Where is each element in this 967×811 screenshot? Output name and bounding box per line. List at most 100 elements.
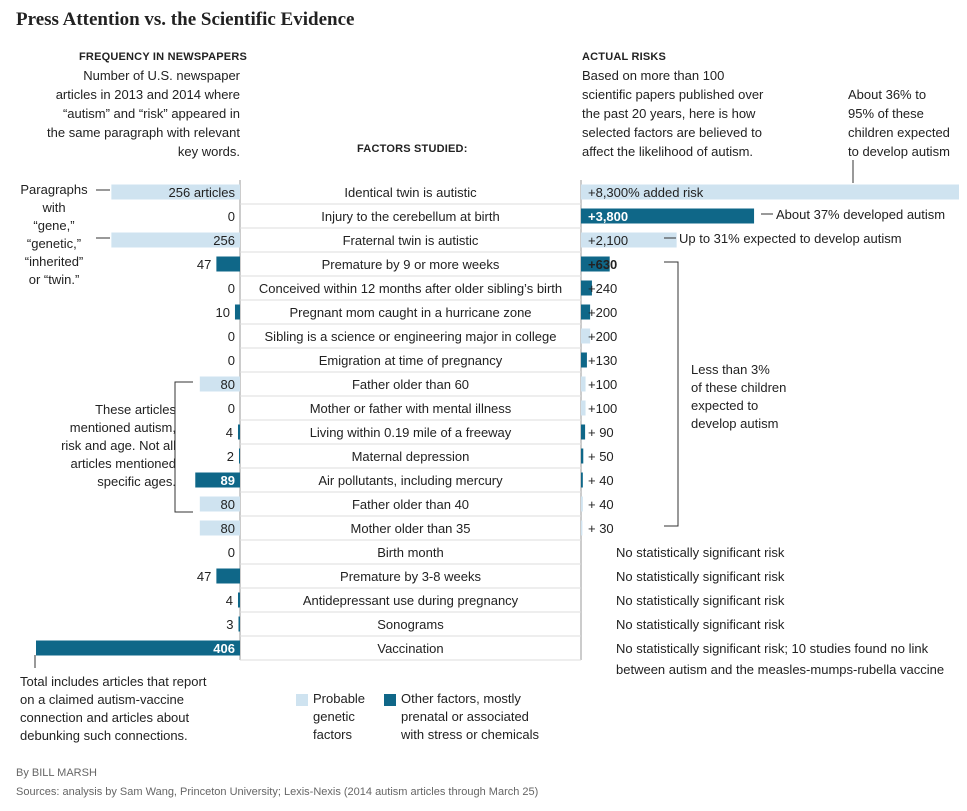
article-bar (216, 256, 240, 272)
cerebellum-note: About 37% developed autism (776, 207, 945, 222)
note-line: articles mentioned (70, 456, 177, 471)
article-bar (234, 304, 240, 320)
less-than-3-bracket (664, 261, 679, 527)
factor-label: Air pollutants, including mercury (318, 473, 503, 488)
risk-bar (581, 328, 591, 344)
legend-other-label: Other factors, mostly prenatal or associ… (401, 690, 539, 744)
vaccine-total-note: Total includes articles that report on a… (20, 673, 260, 745)
article-value-label: 4 (226, 425, 233, 440)
note-line: to develop autism (848, 144, 950, 159)
risk-bar (581, 280, 592, 296)
risk-bar (581, 304, 591, 320)
factor-label: Father older than 60 (352, 377, 469, 392)
article-value-label: 0 (228, 281, 235, 296)
right-desc-line: scientific papers published over (582, 87, 764, 102)
right-desc-line: affect the likelihood of autism. (582, 144, 754, 159)
risk-value-label: +200 (588, 329, 617, 344)
article-value-label: 406 (213, 641, 235, 656)
sources: Sources: analysis by Sam Wang, Princeton… (16, 786, 539, 798)
factor-label: Mother older than 35 (351, 521, 471, 536)
article-value-label: 2 (227, 449, 234, 464)
factor-label: Father older than 40 (352, 497, 469, 512)
risk-bar (581, 208, 755, 224)
legend-line: Probable (313, 691, 366, 706)
note-line: or “twin.” (28, 272, 80, 287)
risk-bar (581, 256, 610, 272)
left-desc-line: the same paragraph with relevant (47, 125, 240, 140)
risk-bar (581, 184, 959, 200)
risk-value-label: No statistically significant risk (616, 593, 785, 608)
article-value-label: 10 (216, 305, 230, 320)
note-line: develop autism (691, 416, 779, 431)
risk-bar (581, 376, 586, 392)
left-desc-line: articles in 2013 and 2014 where (55, 87, 240, 102)
risk-value-label: + 50 (588, 449, 614, 464)
risk-bar (581, 232, 677, 248)
article-value-label: 47 (197, 569, 211, 584)
factor-label: Sonograms (377, 617, 444, 632)
factors-header-label: FACTORS STUDIED: (357, 143, 468, 155)
legend-other-swatch (384, 694, 396, 706)
right-desc-line: the past 20 years, here is how (582, 106, 756, 121)
right-header-label: ACTUAL RISKS (582, 51, 667, 63)
article-value-label: 256 articles (169, 185, 236, 200)
risk-value-label: No statistically significant risk (616, 569, 785, 584)
risk-value-label: +2,100 (588, 233, 628, 248)
risk-bar (581, 352, 587, 368)
article-value-label: 80 (221, 497, 235, 512)
factor-label: Premature by 3-8 weeks (340, 569, 481, 584)
risk-bar (581, 424, 586, 440)
article-value-label: 4 (226, 593, 233, 608)
byline: By BILL MARSH (16, 767, 97, 779)
note-line: These articles (95, 402, 176, 417)
article-value-label: 0 (228, 545, 235, 560)
factor-label: Injury to the cerebellum at birth (321, 209, 499, 224)
note-line: on a claimed autism-vaccine (20, 692, 185, 707)
paragraphs-note: Paragraphs with “gene,” “genetic,” “inhe… (14, 181, 94, 289)
age-bracket (174, 381, 193, 513)
note-line: debunking such connections. (20, 728, 188, 743)
article-value-label: 0 (228, 209, 235, 224)
article-bar (199, 496, 240, 512)
risk-value-label: +630 (588, 257, 617, 272)
factor-label: Mother or father with mental illness (310, 401, 512, 416)
right-desc-line: selected factors are believed to (582, 125, 762, 140)
note-line: children expected (848, 125, 950, 140)
risk-value-label-line2: between autism and the measles-mumps-rub… (616, 662, 944, 677)
article-bar (199, 520, 240, 536)
factor-label: Fraternal twin is autistic (343, 233, 479, 248)
note-line: Paragraphs (20, 182, 88, 197)
right-header-description: Based on more than 100 scientific papers… (582, 66, 822, 161)
legend-line: prenatal or associated (401, 709, 529, 724)
risk-value-label: No statistically significant risk (616, 545, 785, 560)
risk-bar (581, 448, 584, 464)
left-header-description: Number of U.S. newspaper articles in 201… (20, 66, 240, 161)
legend-line: factors (313, 727, 353, 742)
risk-value-label: + 40 (588, 473, 614, 488)
risk-value-label: +100 (588, 377, 617, 392)
article-value-label: 89 (221, 473, 235, 488)
article-bar (111, 232, 240, 248)
note-line: “inherited” (24, 254, 84, 269)
note-line: connection and articles about (20, 710, 190, 725)
article-bar (238, 448, 240, 464)
article-bar (195, 472, 240, 488)
risk-bar (581, 472, 583, 488)
note-line: specific ages. (97, 474, 176, 489)
note-line: expected to (691, 398, 759, 413)
article-bar (36, 640, 240, 656)
legend-genetic-label: Probable genetic factors (313, 690, 365, 744)
article-bar (199, 376, 240, 392)
article-value-label: 80 (221, 377, 235, 392)
left-desc-line: Number of U.S. newspaper (83, 68, 240, 83)
identical-twin-note: About 36% to 95% of these children expec… (848, 85, 958, 161)
age-articles-note: These articles mentioned autism, risk an… (40, 401, 176, 491)
article-value-label: 0 (228, 401, 235, 416)
note-line: with (42, 200, 66, 215)
article-value-label: 0 (228, 353, 235, 368)
article-value-label: 80 (221, 521, 235, 536)
article-value-label: 256 (213, 233, 235, 248)
risk-value-label: +240 (588, 281, 617, 296)
chart-title: Press Attention vs. the Scientific Evide… (16, 9, 355, 30)
legend-line: with stress or chemicals (401, 727, 539, 742)
